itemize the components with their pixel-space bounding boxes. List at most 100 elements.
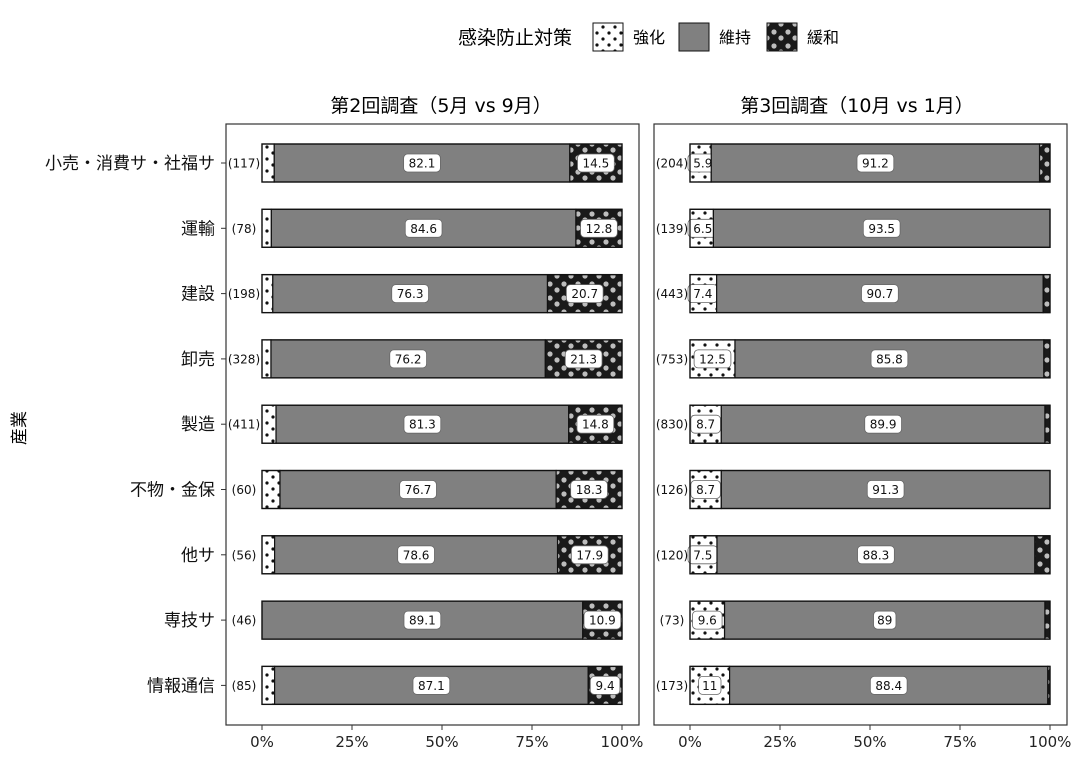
legend-label-maintain: 維持 <box>719 28 751 47</box>
data-label-text: 20.7 <box>571 287 598 301</box>
bar-row: (411) 81.3 14.8 <box>228 404 623 444</box>
data-label-text: 18.3 <box>576 483 603 497</box>
count-label: (198) <box>228 287 260 301</box>
data-label-bg <box>873 610 897 630</box>
bar-row: (173) 11 88.4 <box>656 665 1051 706</box>
bar-outline <box>261 208 623 248</box>
bar-outline <box>689 600 1051 640</box>
bar-strengthen <box>261 274 274 314</box>
data-label-text: 9.4 <box>596 679 615 693</box>
data-label-text: 21.3 <box>570 352 597 366</box>
data-label: 7.5 <box>687 545 719 565</box>
panel-frame <box>653 123 1068 726</box>
x-tick-label: 100% <box>1029 733 1072 751</box>
bar-row: (120) 7.5 88.3 <box>656 535 1051 575</box>
data-label-bg <box>399 480 437 499</box>
bar-outline <box>689 404 1051 444</box>
bar-row: (73) 9.6 89 <box>660 600 1051 640</box>
bar-outline <box>689 339 1051 379</box>
bar-outline <box>261 339 623 379</box>
category-label: 建設 <box>181 285 215 305</box>
count-label: (85) <box>232 679 257 693</box>
data-label: 76.7 <box>399 480 437 499</box>
count-label: (173) <box>656 679 688 693</box>
data-label: 82.1 <box>403 153 441 173</box>
bar-row: (328) 76.2 21.3 <box>228 339 623 379</box>
panel-survey-2: 第2回調査（5月 vs 9月） (117) 82.1 14.5 (78) 84.6 12.… <box>225 95 643 751</box>
legend-label-relax: 緩和 <box>807 28 839 47</box>
data-label: 6.5 <box>687 218 719 238</box>
data-label: 9.6 <box>692 610 723 630</box>
count-label: (753) <box>656 352 688 366</box>
count-label: (328) <box>228 352 260 366</box>
data-label-text: 84.6 <box>410 222 437 236</box>
data-label-text: 81.3 <box>409 418 436 432</box>
bar-outline <box>689 273 1051 314</box>
bar-outline <box>689 143 1051 183</box>
data-label-text: 17.9 <box>576 548 603 562</box>
data-label: 8.7 <box>690 480 721 499</box>
bar-row: (56) 78.6 17.9 <box>232 535 623 575</box>
bar-relax <box>1044 404 1051 444</box>
x-tick-label: 100% <box>601 733 644 751</box>
data-label-bg <box>577 153 615 173</box>
bar-group: (117) 82.1 14.5 (78) 84.6 12.8 (198) 76.3 20.7 (3… <box>228 143 623 706</box>
data-label-bg <box>698 676 722 695</box>
x-tick-label: 25% <box>763 733 796 751</box>
data-label: 76.2 <box>389 349 427 369</box>
bar-outline <box>689 469 1051 510</box>
data-label-text: 87.1 <box>418 679 445 693</box>
x-axis: 0% 25% 50% 75% 100% <box>250 725 643 751</box>
bar-outline <box>261 469 623 510</box>
data-label: 10.9 <box>583 610 622 630</box>
x-tick-label: 25% <box>335 733 368 751</box>
data-label-bg <box>397 545 435 565</box>
data-label-bg <box>576 414 615 434</box>
count-label: (56) <box>232 548 257 562</box>
data-label-bg <box>690 414 721 434</box>
data-label-text: 11 <box>702 679 717 693</box>
data-label: 7.4 <box>687 284 719 304</box>
data-label-text: 9.6 <box>698 614 717 628</box>
count-label: (60) <box>232 483 257 497</box>
data-label: 81.3 <box>403 414 442 434</box>
data-label-bg <box>870 349 909 369</box>
bar-row: (753) 12.5 85.8 <box>656 339 1051 379</box>
data-label-text: 8.7 <box>696 418 715 432</box>
data-label-bg <box>861 284 899 304</box>
data-label-bg <box>412 676 451 695</box>
data-label: 76.3 <box>391 284 429 304</box>
panel-title: 第3回調査（10月 vs 1月） <box>740 95 974 117</box>
data-label: 89.1 <box>403 610 442 630</box>
data-label-bg <box>693 349 732 369</box>
bar-row: (443) 7.4 90.7 <box>656 273 1051 314</box>
bar-row: (830) 8.7 89.9 <box>656 404 1051 444</box>
category-label: 運輸 <box>181 219 215 239</box>
data-label: 85.8 <box>870 349 909 369</box>
count-label: (204) <box>656 157 688 171</box>
data-label-text: 14.8 <box>582 418 609 432</box>
category-label: 専技サ <box>164 611 215 631</box>
data-label: 90.7 <box>861 284 899 304</box>
x-tick-label: 75% <box>943 733 976 751</box>
data-label: 5.9 <box>687 153 719 173</box>
data-label-text: 14.5 <box>583 157 610 171</box>
category-label: 製造 <box>181 415 215 435</box>
x-tick-label: 75% <box>515 733 548 751</box>
x-tick-label: 50% <box>853 733 886 751</box>
data-label: 87.1 <box>412 676 451 695</box>
data-label: 89 <box>873 610 897 630</box>
data-label: 93.5 <box>862 218 901 238</box>
legend: 感染防止対策 強化 維持 緩和 <box>458 22 839 52</box>
data-label: 84.6 <box>404 218 443 238</box>
data-label: 78.6 <box>397 545 435 565</box>
legend-label-strengthen: 強化 <box>633 28 665 47</box>
data-label: 14.8 <box>576 414 615 434</box>
bar-row: (78) 84.6 12.8 <box>232 208 623 248</box>
data-label-text: 5.9 <box>693 157 712 171</box>
x-tick-label: 50% <box>425 733 458 751</box>
bar-group: (204) 5.9 91.2 (139) 6.5 93.5 (443) 7.4 90.7 (753… <box>656 143 1051 706</box>
data-label-bg <box>589 676 621 695</box>
